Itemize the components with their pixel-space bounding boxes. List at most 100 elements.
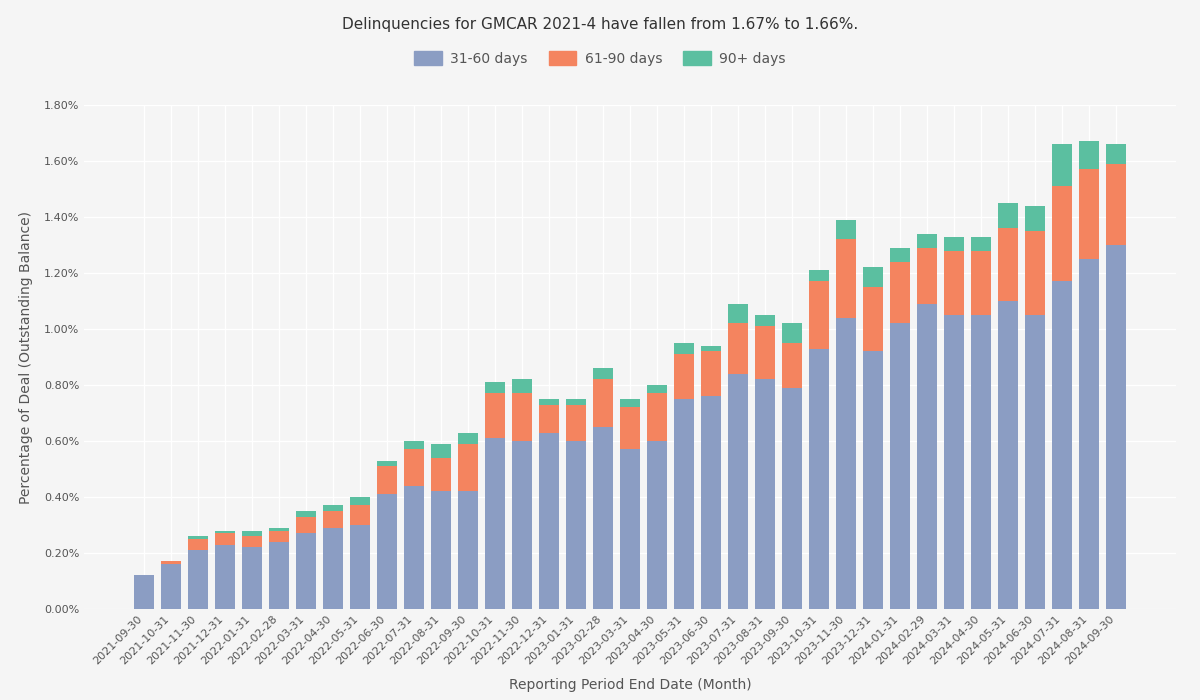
Bar (187, 536, 208, 539)
Bar (998, 203, 1019, 228)
Bar (431, 458, 451, 491)
Bar (403, 449, 424, 486)
Bar (349, 497, 370, 505)
Legend: 31-60 days, 61-90 days, 90+ days: 31-60 days, 61-90 days, 90+ days (409, 46, 791, 71)
Bar (539, 399, 559, 405)
Bar (647, 385, 667, 393)
Bar (701, 396, 721, 609)
Bar (1079, 141, 1099, 169)
Bar (593, 368, 613, 379)
Bar (809, 349, 829, 609)
Bar (566, 405, 586, 441)
Bar (187, 550, 208, 609)
Bar (485, 393, 505, 438)
Bar (674, 399, 694, 609)
Bar (1025, 231, 1045, 315)
Bar (620, 399, 640, 407)
Bar (566, 441, 586, 609)
Bar (620, 449, 640, 609)
Bar (863, 351, 883, 609)
Bar (728, 323, 748, 374)
Bar (161, 561, 181, 564)
Bar (403, 441, 424, 449)
Bar (485, 438, 505, 609)
Bar (539, 433, 559, 609)
Bar (863, 287, 883, 351)
Bar (593, 427, 613, 609)
Bar (917, 248, 937, 304)
Bar (1106, 144, 1127, 164)
Bar (241, 536, 262, 547)
Bar (323, 511, 343, 528)
Bar (782, 388, 803, 609)
Bar (133, 575, 154, 609)
Bar (782, 323, 803, 343)
Bar (323, 528, 343, 609)
Bar (1052, 281, 1073, 609)
Bar (323, 505, 343, 511)
Bar (457, 433, 478, 444)
Bar (377, 466, 397, 494)
Bar (512, 441, 532, 609)
Bar (295, 511, 316, 517)
Bar (890, 323, 911, 609)
Bar (755, 379, 775, 609)
Bar (701, 351, 721, 396)
Bar (1025, 315, 1045, 609)
Bar (241, 531, 262, 536)
Bar (269, 542, 289, 609)
Bar (890, 262, 911, 323)
Bar (161, 564, 181, 609)
Bar (349, 505, 370, 525)
Bar (1106, 245, 1127, 609)
Bar (269, 528, 289, 531)
X-axis label: Reporting Period End Date (Month): Reporting Period End Date (Month) (509, 678, 751, 692)
Bar (674, 343, 694, 354)
Bar (512, 379, 532, 393)
Bar (377, 494, 397, 609)
Bar (917, 304, 937, 609)
Bar (944, 237, 965, 251)
Bar (836, 318, 857, 609)
Bar (485, 382, 505, 393)
Bar (998, 228, 1019, 301)
Bar (215, 545, 235, 609)
Bar (457, 491, 478, 609)
Bar (944, 251, 965, 315)
Bar (1052, 144, 1073, 186)
Bar (215, 533, 235, 545)
Bar (403, 486, 424, 609)
Bar (295, 533, 316, 609)
Y-axis label: Percentage of Deal (Outstanding Balance): Percentage of Deal (Outstanding Balance) (19, 211, 32, 503)
Bar (836, 220, 857, 239)
Bar (809, 270, 829, 281)
Bar (187, 539, 208, 550)
Bar (1052, 186, 1073, 281)
Bar (539, 405, 559, 433)
Bar (755, 315, 775, 326)
Bar (647, 441, 667, 609)
Bar (620, 407, 640, 449)
Bar (971, 315, 991, 609)
Bar (674, 354, 694, 399)
Bar (917, 234, 937, 248)
Bar (971, 237, 991, 251)
Bar (1106, 164, 1127, 245)
Bar (890, 248, 911, 262)
Bar (512, 393, 532, 441)
Bar (782, 343, 803, 388)
Bar (377, 461, 397, 466)
Bar (809, 281, 829, 349)
Text: Delinquencies for GMCAR 2021-4 have fallen from 1.67% to 1.66%.: Delinquencies for GMCAR 2021-4 have fall… (342, 18, 858, 32)
Bar (998, 301, 1019, 609)
Bar (349, 525, 370, 609)
Bar (593, 379, 613, 427)
Bar (701, 346, 721, 351)
Bar (647, 393, 667, 441)
Bar (944, 315, 965, 609)
Bar (728, 304, 748, 323)
Bar (295, 517, 316, 533)
Bar (1079, 259, 1099, 609)
Bar (971, 251, 991, 315)
Bar (1025, 206, 1045, 231)
